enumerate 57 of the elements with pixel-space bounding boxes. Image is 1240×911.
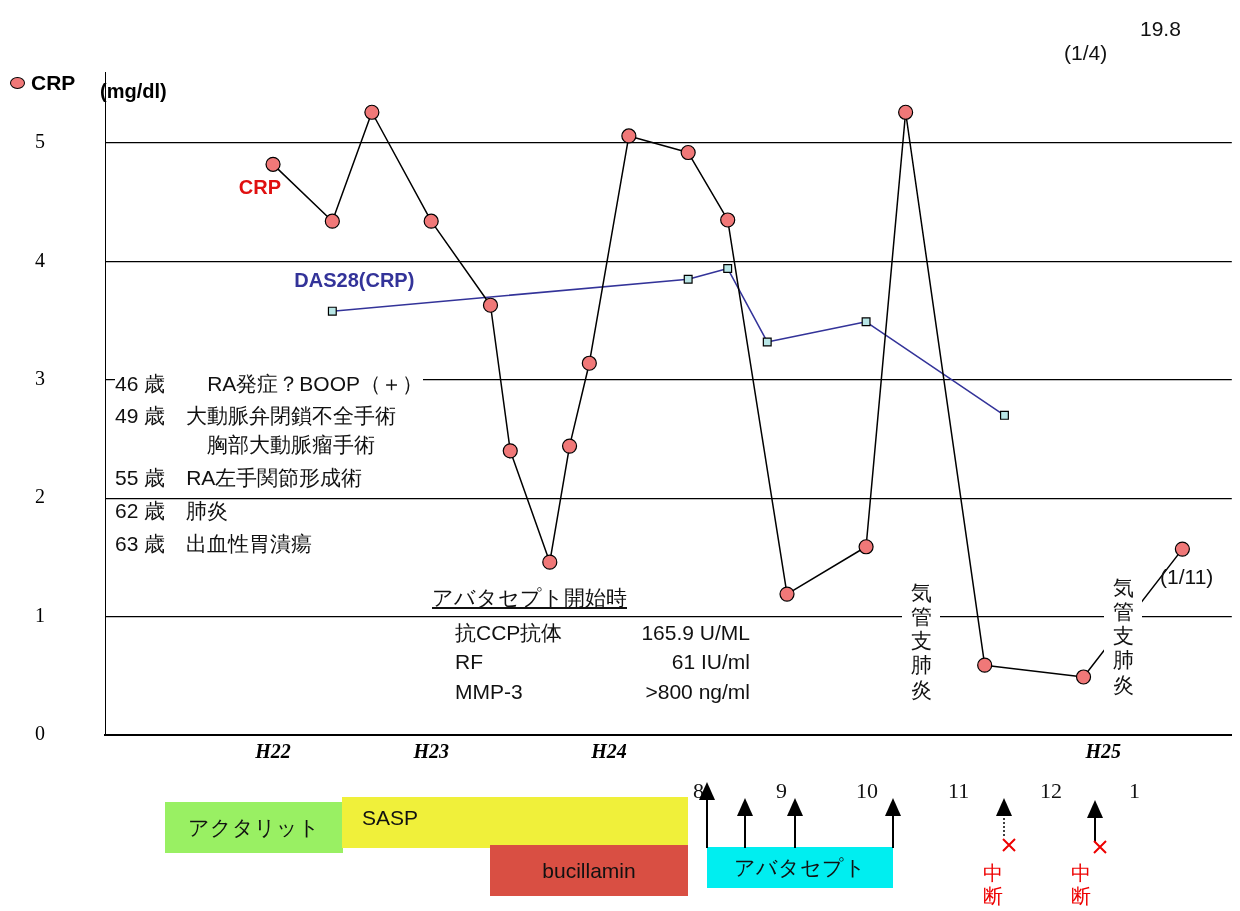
point	[482, 297, 499, 313]
x-tick-label: H22	[254, 740, 291, 763]
annotation: 抗CCP抗体	[455, 621, 563, 644]
point	[1174, 541, 1190, 557]
annotation: 胸部大動脈瘤手術	[207, 433, 375, 456]
point	[1075, 669, 1092, 685]
annotation: 63 歳 出血性胃潰瘍	[115, 532, 313, 555]
point	[720, 212, 736, 228]
point	[364, 104, 380, 120]
point	[621, 128, 637, 144]
annotation: 55 歳 RA左手関節形成術	[115, 466, 363, 489]
annotation: RF	[455, 650, 483, 673]
series-label: DAS28(CRP)	[294, 268, 415, 291]
point	[977, 657, 993, 673]
y-tick-label: 4	[35, 248, 45, 271]
text: 19.8	[1140, 17, 1181, 40]
y-tick-label: 0	[35, 722, 45, 745]
point	[858, 539, 874, 555]
text: 11	[948, 778, 970, 803]
annotation: 気管支肺炎	[1104, 570, 1143, 703]
annotation: (1/11)	[1160, 565, 1214, 588]
text: 中断	[982, 862, 1003, 908]
text: 1	[1129, 778, 1140, 803]
annotation: 62 歳 肺炎	[115, 499, 229, 522]
x-tick-label: H25	[1084, 740, 1122, 763]
point	[898, 104, 914, 120]
point	[561, 438, 578, 454]
annotation: アバタセプト開始時	[432, 586, 627, 609]
text: CRP	[238, 175, 282, 198]
text: 中断	[1070, 862, 1091, 908]
point	[423, 213, 439, 229]
point	[324, 213, 340, 229]
annotation: MMP-3	[455, 680, 523, 703]
text: SASP	[362, 804, 419, 831]
y-tick-label: 2	[35, 485, 45, 508]
x-tick-label: H24	[590, 740, 627, 763]
text: 9	[776, 778, 787, 803]
annotation: 49 歳 大動脈弁閉鎖不全手術	[115, 404, 397, 427]
point	[680, 144, 696, 161]
point	[502, 443, 518, 459]
y-tick-label: 3	[35, 367, 45, 390]
point	[581, 355, 597, 371]
y-tick-label: 5	[35, 130, 45, 153]
point	[265, 156, 281, 172]
point	[542, 554, 558, 570]
text: (1/4)	[1064, 41, 1108, 64]
annotation: 46 歳 RA発症？BOOP（＋）	[115, 372, 424, 395]
annotation: 61 IU/ml	[610, 650, 750, 673]
annotation: 気管支肺炎	[902, 575, 941, 708]
annotation: 165.9 U/ML	[610, 621, 750, 644]
point	[779, 586, 795, 602]
x-tick-label: H23	[412, 740, 449, 763]
y-tick-label: 1	[35, 603, 45, 626]
annotation: >800 ng/ml	[610, 680, 750, 703]
text: 10	[856, 778, 878, 803]
text: 12	[1040, 778, 1062, 803]
legend-label: CRP	[31, 71, 76, 95]
